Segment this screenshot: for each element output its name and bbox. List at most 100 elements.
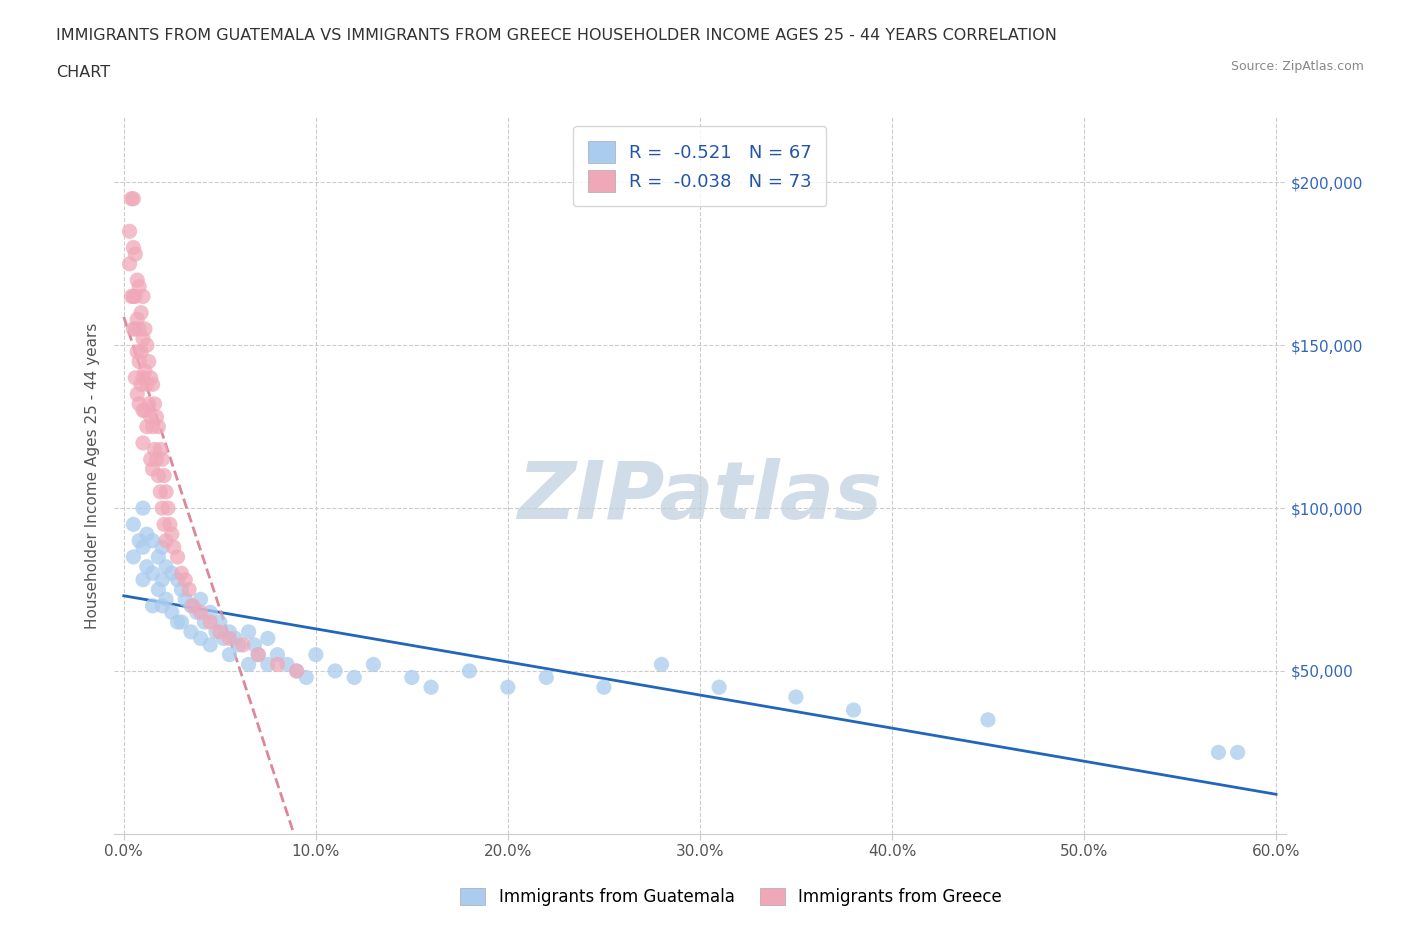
Point [122,192,145,206]
Point [785,689,807,704]
Point [1226,745,1249,760]
Text: IMMIGRANTS FROM GUATEMALA VS IMMIGRANTS FROM GREECE HOUSEHOLDER INCOME AGES 25 -: IMMIGRANTS FROM GUATEMALA VS IMMIGRANTS … [56,28,1057,43]
Point [132,435,155,450]
Point [285,663,308,678]
Point [156,500,179,515]
Point [153,468,176,483]
Point [238,624,260,639]
Point [155,559,177,574]
Point [122,517,145,532]
Point [149,442,172,457]
Point [190,591,212,606]
Point [148,582,170,597]
Point [401,670,423,684]
Point [238,657,260,671]
Point [132,403,155,418]
Point [977,712,1000,727]
Point [150,572,173,587]
Legend: R =  -0.521   N = 67, R =  -0.038   N = 73: R = -0.521 N = 67, R = -0.038 N = 73 [574,126,827,206]
Point [134,403,156,418]
Point [135,338,157,352]
Point [132,572,155,587]
Point [145,409,167,424]
Point [143,396,166,411]
Point [122,550,145,565]
Point [181,598,204,613]
Text: Source: ZipAtlas.com: Source: ZipAtlas.com [1230,60,1364,73]
Point [218,631,240,645]
Point [160,565,183,580]
Point [121,192,143,206]
Point [153,517,176,532]
Point [266,647,288,662]
Point [593,680,616,695]
Point [132,370,155,385]
Point [166,550,188,565]
Point [142,377,165,392]
Point [122,240,145,255]
Point [155,485,177,499]
Point [193,615,215,630]
Point [134,322,156,337]
Point [148,550,170,565]
Text: ZIPatlas: ZIPatlas [517,458,883,536]
Point [295,670,318,684]
Point [127,312,149,326]
Point [132,331,155,346]
Point [128,279,150,294]
Point [129,305,152,320]
Point [276,657,298,671]
Point [170,615,193,630]
Point [285,663,308,678]
Point [138,354,160,369]
Point [343,670,366,684]
Point [163,539,186,554]
Point [139,452,162,467]
Point [135,419,157,434]
Point [127,387,149,402]
Point [129,344,152,359]
Point [148,419,170,434]
Point [138,396,160,411]
Point [200,637,222,652]
Point [121,289,143,304]
Point [155,533,177,548]
Point [247,647,270,662]
Point [266,657,288,671]
Point [135,377,157,392]
Point [200,615,222,630]
Point [142,461,165,476]
Point [458,663,481,678]
Point [128,322,150,337]
Point [232,637,254,652]
Point [122,322,145,337]
Point [127,272,149,287]
Point [166,615,188,630]
Point [170,582,193,597]
Point [139,409,162,424]
Point [118,224,141,239]
Point [243,637,266,652]
Point [174,572,197,587]
Point [174,591,197,606]
Point [129,377,152,392]
Point [166,572,188,587]
Point [150,452,173,467]
Point [128,396,150,411]
Point [132,539,155,554]
Point [190,631,212,645]
Point [142,419,165,434]
Point [128,354,150,369]
Point [496,680,519,695]
Point [208,615,231,630]
Point [135,526,157,541]
Point [842,702,865,717]
Point [228,637,250,652]
Point [208,624,231,639]
Point [132,289,155,304]
Point [127,344,149,359]
Point [150,500,173,515]
Point [160,526,183,541]
Point [124,246,146,261]
Point [142,533,165,548]
